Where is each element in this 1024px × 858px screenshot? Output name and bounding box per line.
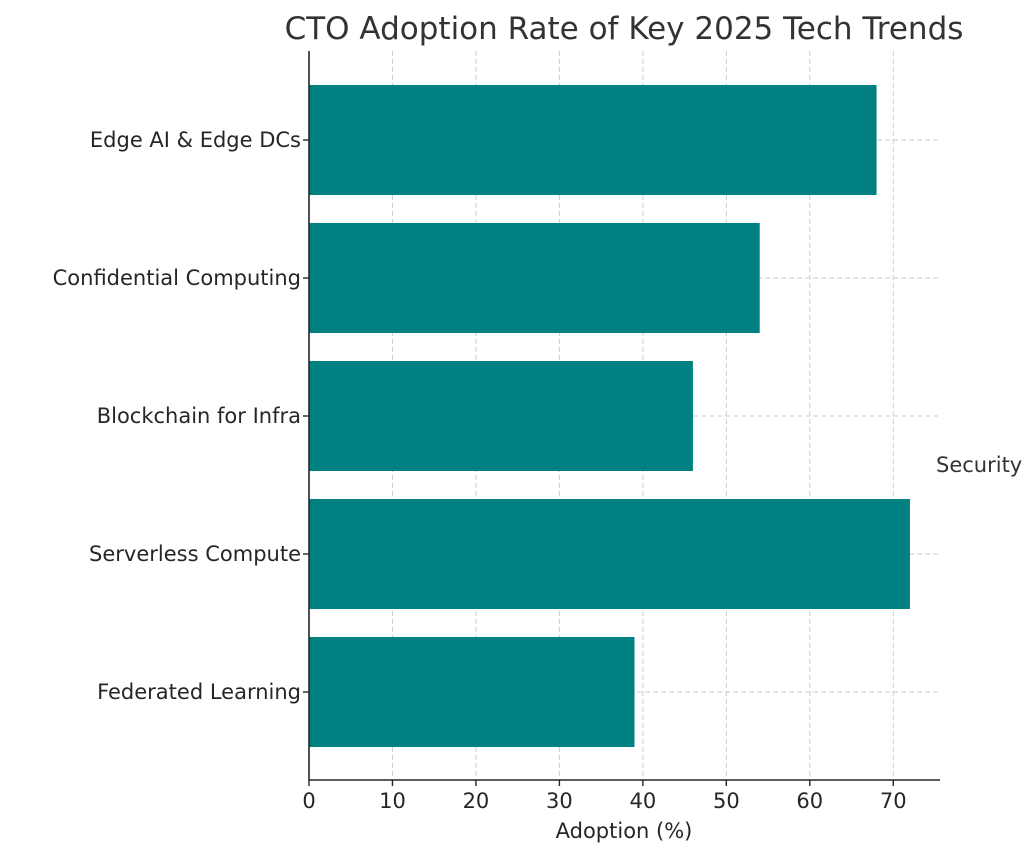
y-tick-label: Serverless Compute — [89, 542, 301, 566]
x-ticks: 0 10 20 30 40 50 60 70 — [302, 780, 907, 813]
bars — [309, 85, 910, 747]
bar — [309, 499, 910, 609]
x-tick-label: 10 — [379, 789, 406, 813]
y-tick-label: Federated Learning — [97, 680, 301, 704]
x-tick-label: 20 — [463, 789, 490, 813]
chart-title: CTO Adoption Rate of Key 2025 Tech Trend… — [285, 11, 964, 47]
x-axis-label: Adoption (%) — [556, 819, 693, 843]
x-tick-label: 60 — [796, 789, 823, 813]
y-tick-label: Blockchain for Infra — [97, 404, 301, 428]
x-tick-label: 70 — [880, 789, 907, 813]
annotation-text: Security — [936, 453, 1022, 477]
y-tick-label: Confidential Computing — [53, 266, 301, 290]
bar — [309, 361, 693, 471]
bar — [309, 223, 760, 333]
bar — [309, 85, 877, 195]
bar — [309, 637, 635, 747]
y-tick-label: Edge AI & Edge DCs — [90, 128, 301, 152]
x-tick-label: 0 — [302, 789, 315, 813]
x-tick-label: 30 — [546, 789, 573, 813]
x-tick-label: 40 — [629, 789, 656, 813]
x-tick-label: 50 — [713, 789, 740, 813]
y-ticks: Edge AI & Edge DCs Confidential Computing… — [53, 128, 309, 704]
